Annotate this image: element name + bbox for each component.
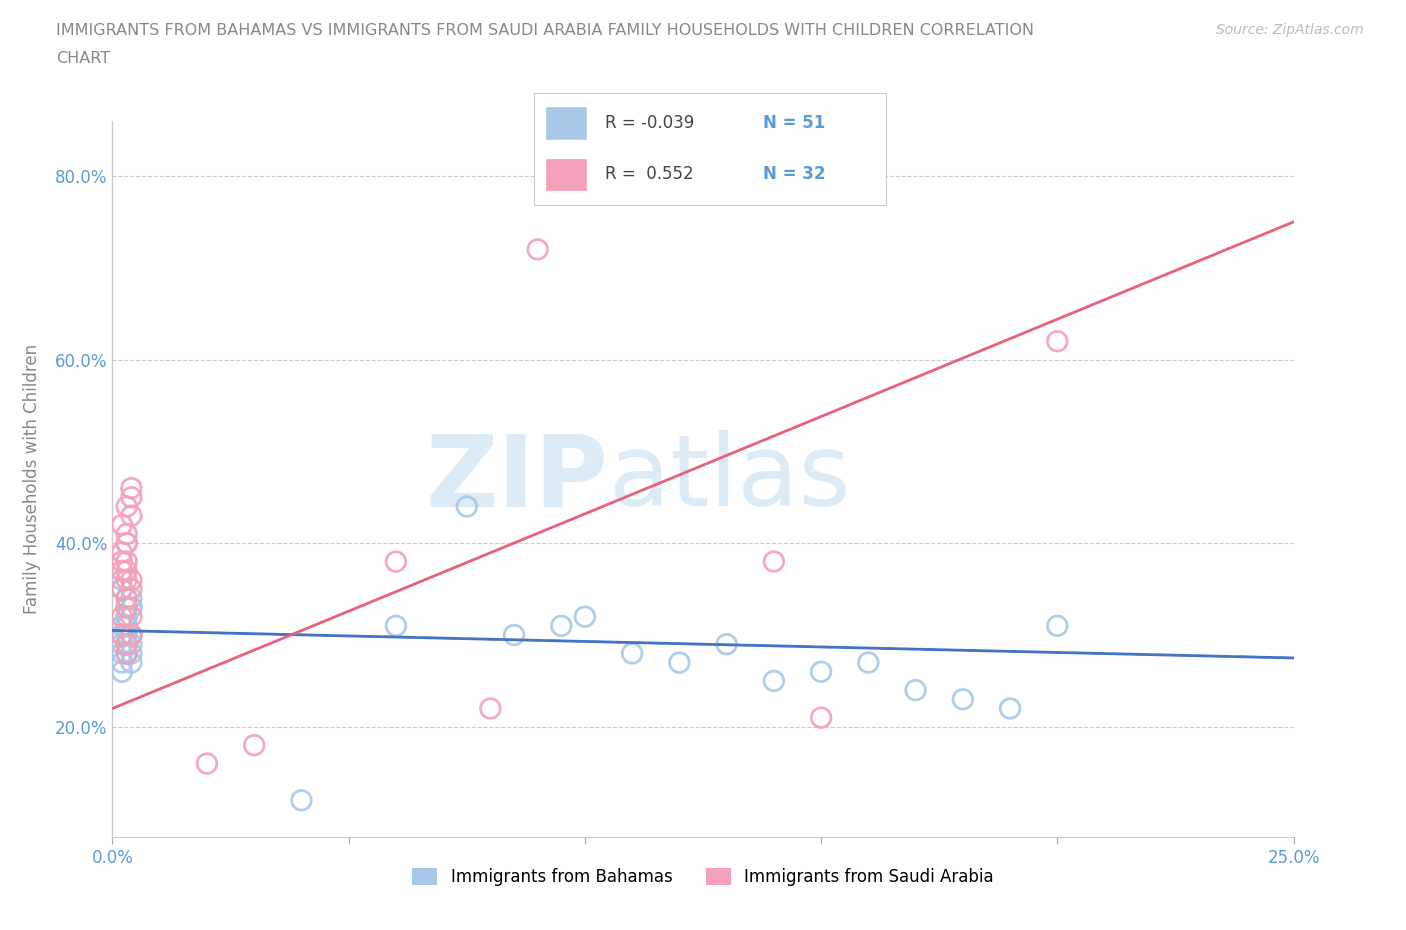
Point (115, 628, 138, 643)
Point (115, 600, 138, 615)
Point (115, 526, 138, 541)
Point (120, 628, 142, 643)
Point (111, 554, 134, 569)
Point (120, 600, 142, 615)
Point (858, 655, 880, 670)
Point (111, 628, 134, 643)
Point (115, 646, 138, 661)
Point (115, 573, 138, 588)
Point (716, 637, 738, 652)
Text: R = -0.039: R = -0.039 (605, 114, 693, 132)
Text: N = 32: N = 32 (762, 166, 825, 183)
Point (550, 618, 572, 633)
Point (120, 481, 142, 496)
Point (120, 600, 142, 615)
Point (111, 517, 134, 532)
Point (998, 701, 1021, 716)
Text: Source: ZipAtlas.com: Source: ZipAtlas.com (1216, 23, 1364, 37)
FancyBboxPatch shape (544, 106, 588, 140)
Point (115, 564, 138, 578)
Y-axis label: Family Households with Children: Family Households with Children (24, 344, 41, 614)
Point (115, 637, 138, 652)
Point (111, 628, 134, 643)
Point (115, 536, 138, 551)
Point (111, 581, 134, 596)
Point (526, 242, 548, 257)
Point (120, 646, 142, 661)
Point (120, 655, 142, 670)
Point (115, 618, 138, 633)
Point (762, 673, 785, 688)
Point (195, 756, 218, 771)
Point (111, 618, 134, 633)
Point (115, 609, 138, 624)
Point (120, 628, 142, 643)
Point (1046, 618, 1069, 633)
Text: atlas: atlas (609, 431, 851, 527)
Point (810, 664, 832, 679)
Point (385, 618, 408, 633)
Point (385, 554, 408, 569)
Point (904, 683, 927, 698)
Legend: Immigrants from Bahamas, Immigrants from Saudi Arabia: Immigrants from Bahamas, Immigrants from… (406, 861, 1000, 893)
Point (243, 737, 266, 752)
Point (111, 637, 134, 652)
Point (115, 618, 138, 633)
Point (115, 637, 138, 652)
Point (115, 646, 138, 661)
Point (115, 554, 138, 569)
Point (115, 591, 138, 605)
Point (111, 664, 134, 679)
Point (111, 655, 134, 670)
Point (120, 581, 142, 596)
Point (111, 628, 134, 643)
Point (111, 564, 134, 578)
Point (115, 609, 138, 624)
Point (120, 609, 142, 624)
Point (120, 637, 142, 652)
Point (115, 609, 138, 624)
Point (120, 490, 142, 505)
Point (120, 628, 142, 643)
Text: ZIP: ZIP (426, 431, 609, 527)
Text: CHART: CHART (56, 51, 110, 66)
Point (290, 793, 312, 808)
Point (120, 508, 142, 523)
Point (668, 655, 690, 670)
Point (115, 637, 138, 652)
Point (111, 618, 134, 633)
Point (574, 609, 596, 624)
Point (120, 628, 142, 643)
Point (952, 692, 974, 707)
Point (762, 554, 785, 569)
Point (810, 711, 832, 725)
Point (120, 573, 142, 588)
Point (111, 646, 134, 661)
Point (111, 545, 134, 560)
Point (115, 591, 138, 605)
Point (115, 618, 138, 633)
Point (115, 628, 138, 643)
Point (115, 600, 138, 615)
Point (1046, 334, 1069, 349)
Point (621, 646, 644, 661)
Point (115, 499, 138, 514)
Point (479, 701, 502, 716)
Point (115, 646, 138, 661)
Point (111, 573, 134, 588)
Text: R =  0.552: R = 0.552 (605, 166, 693, 183)
Point (115, 609, 138, 624)
Point (115, 536, 138, 551)
Point (503, 628, 526, 643)
Point (456, 499, 478, 514)
FancyBboxPatch shape (544, 158, 588, 192)
Point (120, 591, 142, 605)
Point (111, 609, 134, 624)
Text: N = 51: N = 51 (762, 114, 825, 132)
Point (115, 600, 138, 615)
Point (111, 581, 134, 596)
Text: IMMIGRANTS FROM BAHAMAS VS IMMIGRANTS FROM SAUDI ARABIA FAMILY HOUSEHOLDS WITH C: IMMIGRANTS FROM BAHAMAS VS IMMIGRANTS FR… (56, 23, 1035, 38)
